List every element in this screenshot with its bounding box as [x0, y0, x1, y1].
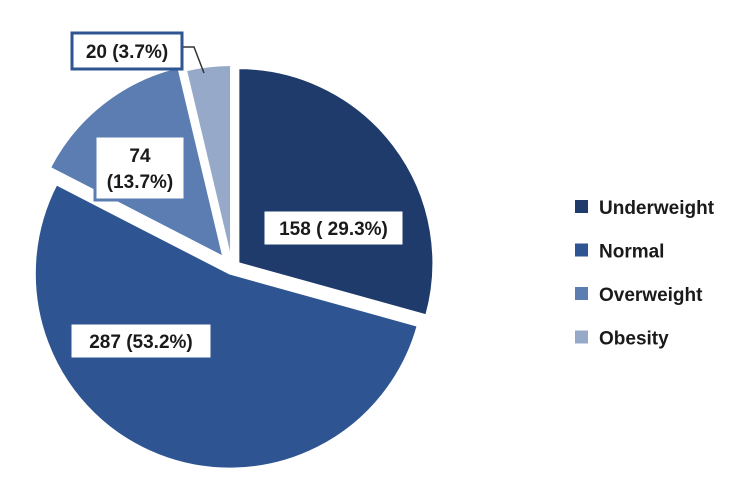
legend-label-normal: Normal	[599, 242, 664, 263]
legend-swatch-overweight	[575, 287, 588, 300]
legend-swatch-underweight	[575, 200, 588, 213]
leader-line-obesity	[182, 46, 205, 74]
data-label-box-normal	[68, 321, 214, 361]
data-label-obesity: 20 (3.7%)	[86, 42, 168, 63]
pie-slice-obesity	[184, 64, 233, 261]
data-label-box-overweight	[93, 134, 187, 202]
data-label-overweight: 74 (13.7%)	[107, 146, 174, 193]
legend-swatch-normal	[575, 243, 588, 257]
legend-label-obesity: Obesity	[599, 329, 669, 350]
pie-slices	[33, 64, 435, 470]
data-label-underweight: 158 ( 29.3%)	[279, 219, 388, 240]
data-labels: 158 ( 29.3%) 287 (53.2%) 74 (13.7%) 20 (3.7%…	[68, 31, 406, 361]
legend-label-overweight: Overweight	[599, 285, 703, 306]
pie-slice-underweight	[237, 67, 435, 317]
data-label-box-obesity	[70, 31, 184, 71]
legend-label-underweight: Underweight	[599, 198, 715, 219]
pie-slice-normal	[33, 183, 419, 470]
data-label-normal: 287 (53.2%)	[89, 332, 193, 353]
data-label-box-underweight	[261, 208, 406, 248]
legend: Underweight Normal Overweight Obesity	[575, 198, 715, 350]
legend-swatch-obesity	[575, 330, 588, 344]
